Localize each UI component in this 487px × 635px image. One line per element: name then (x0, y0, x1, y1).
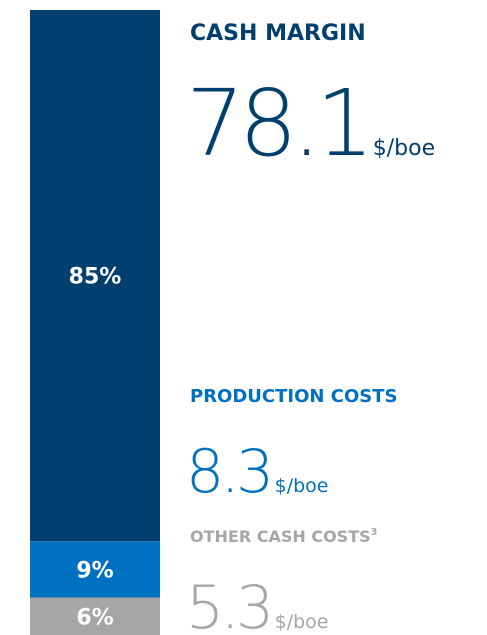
metric-name-text: PRODUCTION COSTS (190, 386, 397, 407)
metric-name-text: CASH MARGIN (190, 21, 366, 46)
bar-segment (30, 10, 160, 542)
metric-name: CASH MARGIN (190, 21, 366, 46)
metric-value: 78.1 $/boe (186, 70, 435, 177)
footnote-mark: 3 (371, 527, 378, 538)
unit: $/boe (275, 475, 329, 497)
metric-value: 8.3 $/boe (186, 437, 329, 507)
segment-label: 6% (76, 605, 113, 630)
segment-label: 9% (76, 558, 113, 583)
amount: 5.3 (186, 573, 271, 635)
unit: $/boe (275, 611, 329, 633)
amount: 8.3 (186, 437, 271, 507)
segment-label: 85% (69, 265, 122, 290)
metric-name-text: OTHER CASH COSTS (190, 527, 371, 546)
unit: $/boe (373, 136, 435, 161)
bar-segment (30, 597, 160, 635)
metric-value: 5.3 $/boe (186, 573, 329, 635)
amount: 78.1 (186, 70, 369, 177)
metric-name: OTHER CASH COSTS3 (190, 527, 377, 546)
bar-segment (30, 541, 160, 598)
metric-name: PRODUCTION COSTS (190, 386, 397, 407)
